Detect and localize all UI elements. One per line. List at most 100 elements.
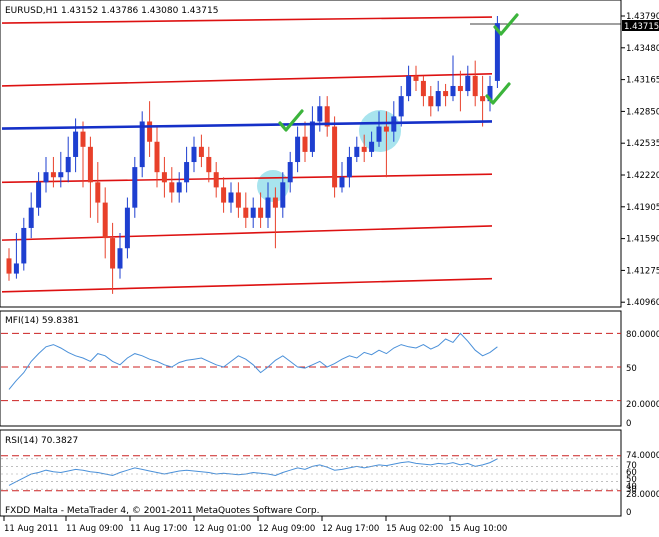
candle-body-30 (228, 192, 234, 203)
candle-body-10 (80, 131, 86, 147)
candle-body-34 (258, 207, 264, 218)
price-label-0: 1.43790 (626, 12, 659, 22)
candle-body-17 (132, 167, 138, 208)
candle-body-46 (346, 156, 352, 178)
price-label-4: 1.42535 (626, 139, 659, 149)
candle-body-1 (13, 263, 19, 274)
mfi-level-label-3: 0 (626, 419, 631, 429)
check-mark-2 (485, 82, 511, 105)
candle-body-31 (235, 192, 241, 208)
candle-body-59 (443, 91, 449, 97)
trendline (1, 120, 493, 130)
candle-body-0 (6, 258, 12, 274)
candle-body-29 (221, 187, 227, 203)
candle-body-54 (406, 75, 412, 97)
main-price-panel[interactable] (0, 0, 622, 308)
candle-body-22 (169, 182, 175, 193)
candle-body-39 (295, 136, 301, 163)
price-label-8: 1.41275 (626, 266, 659, 276)
candle-body-3 (28, 207, 34, 228)
mfi-panel[interactable] (0, 310, 622, 427)
candle-body-7 (58, 172, 64, 178)
candle-body-19 (147, 121, 153, 142)
candle-body-37 (280, 182, 286, 208)
rsi-panel[interactable] (0, 429, 622, 517)
candle-body-42 (317, 106, 323, 122)
rsi-level-label-0: 74.0000 (626, 451, 659, 461)
candle-body-48 (361, 146, 367, 152)
price-label-3: 1.42850 (626, 107, 659, 117)
candle-body-23 (176, 182, 182, 193)
copyright-text: FXDD Malta - MetaTrader 4, © 2001-2011 M… (5, 506, 320, 516)
candle-body-5 (43, 172, 49, 183)
channel-line-3 (1, 225, 493, 241)
candle-body-6 (50, 172, 56, 178)
rsi-level-label-1: 70 (626, 461, 637, 471)
channel-line-2 (1, 173, 493, 184)
candle-body-43 (324, 106, 330, 127)
candle-body-14 (110, 238, 116, 269)
candle-body-64 (480, 96, 486, 102)
candle-body-13 (102, 202, 108, 239)
candle-body-27 (206, 156, 212, 173)
candle-body-57 (428, 96, 434, 107)
mfi-level-label-0: 80.0000 (626, 330, 659, 340)
candle-body-40 (302, 136, 308, 152)
current-price-label: 1.43715 (624, 22, 659, 32)
axes: 1.43790 1.43480 1.43165 1.42850 1.42535 1.422… (3, 12, 659, 534)
time-label-0: 11 Aug 2011 (4, 524, 58, 534)
channel-line-4 (1, 277, 493, 293)
candle-body-55 (413, 75, 419, 81)
mfi-line (8, 332, 498, 390)
time-label-4: 12 Aug 09:00 (258, 524, 315, 534)
mfi-level-label-1: 50 (626, 364, 637, 374)
candle-body-62 (465, 75, 471, 92)
candle-body-35 (265, 197, 271, 218)
check-mark-1 (493, 13, 519, 36)
candle-body-15 (117, 248, 123, 269)
candle-body-63 (472, 75, 478, 97)
candle-body-28 (213, 172, 219, 188)
channel-line-0 (1, 16, 493, 24)
candle-body-4 (36, 182, 42, 208)
rsi-level-label-3: 50 (626, 475, 637, 485)
candle-body-26 (198, 146, 204, 157)
rsi-series (1, 455, 621, 492)
candle-body-38 (287, 162, 293, 183)
price-label-5: 1.42220 (626, 171, 659, 181)
time-label-2: 11 Aug 17:00 (130, 524, 187, 534)
candle-body-60 (450, 85, 456, 97)
rsi-level-label-5: 30 (626, 485, 637, 495)
price-label-7: 1.41590 (626, 235, 659, 245)
candle-body-36 (272, 197, 278, 208)
check-marks (278, 13, 519, 132)
rsi-line (8, 458, 498, 486)
chart-header: EURUSD,H1 1.43152 1.43786 1.43080 1.4371… (5, 6, 218, 16)
price-label-9: 1.40960 (626, 298, 659, 308)
time-label-7: 15 Aug 10:00 (450, 524, 507, 534)
candle-body-20 (154, 141, 160, 173)
time-label-3: 12 Aug 01:00 (194, 524, 251, 534)
rsi-level-label-7: 0 (626, 508, 631, 518)
candle-body-50 (376, 126, 382, 142)
candle-body-58 (435, 91, 441, 107)
candle-body-66 (494, 23, 500, 81)
mfi-header: MFI(14) 59.8381 (5, 316, 79, 326)
rsi-level-label-6: 28.0000 (626, 490, 659, 500)
candle-body-8 (65, 156, 71, 173)
candle-body-12 (95, 182, 101, 203)
current-price-tag (622, 20, 659, 31)
time-label-5: 12 Aug 17:00 (322, 524, 379, 534)
mfi-series (1, 332, 621, 402)
candle-body-24 (184, 162, 190, 183)
candle-body-53 (398, 96, 404, 117)
rsi-header: RSI(14) 70.3827 (5, 436, 78, 446)
candle-body-45 (339, 177, 345, 188)
trendline-line (1, 120, 493, 130)
candle-body-11 (87, 146, 93, 183)
candle-body-41 (309, 121, 315, 152)
candle-body-9 (73, 131, 79, 157)
candle-body-2 (21, 227, 27, 264)
check-mark-0 (278, 109, 304, 132)
